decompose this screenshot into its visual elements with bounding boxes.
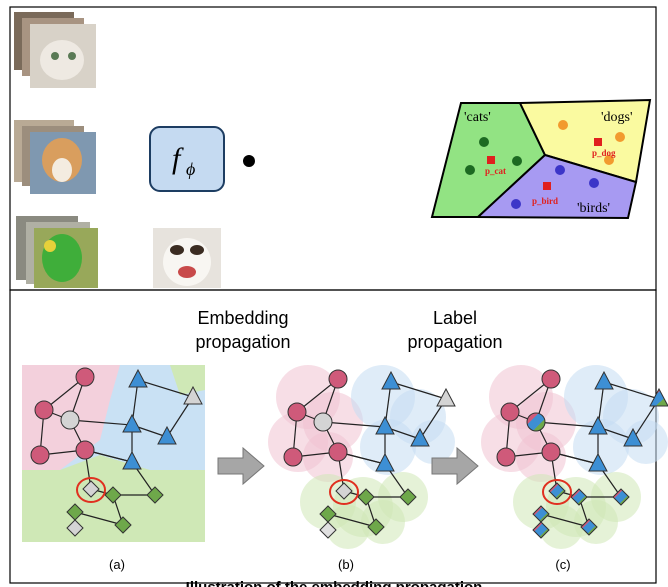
node xyxy=(30,445,50,465)
node xyxy=(375,415,395,435)
node xyxy=(157,425,177,445)
bird-points xyxy=(511,165,599,209)
node xyxy=(541,369,561,389)
node xyxy=(328,369,348,389)
edge xyxy=(535,421,599,428)
region-label: 'cats' xyxy=(464,110,491,125)
bird-photos xyxy=(16,216,98,288)
node xyxy=(649,387,668,407)
cluster-blob xyxy=(411,420,455,464)
node xyxy=(436,387,456,407)
node xyxy=(313,412,333,432)
embedding-dot xyxy=(243,155,255,167)
query-highlight xyxy=(329,479,359,505)
node xyxy=(623,427,643,447)
node xyxy=(532,521,550,539)
node xyxy=(375,452,395,472)
node xyxy=(34,400,54,420)
arrow xyxy=(217,446,265,486)
node xyxy=(410,427,430,447)
cluster-blob xyxy=(574,500,618,544)
node xyxy=(287,402,307,422)
cat-photos xyxy=(14,12,96,88)
embedding-function-box xyxy=(149,126,225,192)
dog-points xyxy=(558,120,625,165)
graph-a xyxy=(30,367,203,537)
prototype-markers xyxy=(487,138,602,190)
node xyxy=(75,367,95,387)
node xyxy=(283,447,303,467)
cat-points xyxy=(465,137,522,175)
node xyxy=(122,450,142,470)
edge xyxy=(322,421,386,428)
query-highlight xyxy=(542,479,572,505)
node xyxy=(588,452,608,472)
node xyxy=(114,516,132,534)
node xyxy=(328,442,348,462)
prototype-label: p_cat xyxy=(485,166,506,176)
node xyxy=(122,413,142,433)
subfigure-label: (c) xyxy=(555,557,570,572)
query-dog-photo xyxy=(153,228,221,288)
node xyxy=(82,480,100,498)
edge xyxy=(74,511,124,526)
node xyxy=(367,518,385,536)
node xyxy=(541,442,561,462)
node xyxy=(580,518,598,536)
subfigure-label: (a) xyxy=(109,557,125,572)
edge xyxy=(137,379,194,398)
edge xyxy=(390,381,447,400)
caption: Illustration of the embedding propagatio… xyxy=(186,579,483,587)
edge xyxy=(603,381,660,400)
heading-line: Embedding propagation xyxy=(195,308,290,352)
subfigure-label: (b) xyxy=(338,557,354,572)
dog-photos xyxy=(14,120,96,194)
query-highlight xyxy=(76,477,106,503)
cluster-blob xyxy=(361,500,405,544)
node xyxy=(548,482,566,500)
node xyxy=(335,482,353,500)
node xyxy=(399,488,417,506)
node xyxy=(357,488,375,506)
node xyxy=(381,370,401,390)
prototype-label: p_bird xyxy=(532,196,558,206)
node xyxy=(500,402,520,422)
node xyxy=(570,488,588,506)
node xyxy=(104,486,122,504)
cluster-blob xyxy=(624,420,668,464)
node xyxy=(594,370,614,390)
node xyxy=(60,410,80,430)
node xyxy=(588,415,608,435)
heading-line: Label propagation xyxy=(407,308,502,352)
node xyxy=(612,488,630,506)
node xyxy=(66,519,84,537)
region-label: 'dogs' xyxy=(601,110,633,125)
node xyxy=(319,521,337,539)
node xyxy=(75,440,95,460)
node xyxy=(183,385,203,405)
node xyxy=(496,447,516,467)
prototype-label: p_dog xyxy=(592,148,616,158)
edge xyxy=(327,513,377,528)
node xyxy=(128,368,148,388)
node xyxy=(146,486,164,504)
node xyxy=(526,412,546,432)
graph-b xyxy=(268,365,456,549)
function-subscript: ϕ xyxy=(186,159,195,179)
edge xyxy=(69,419,133,426)
graph-c xyxy=(481,365,668,549)
region-label: 'birds' xyxy=(577,201,610,216)
edge xyxy=(540,513,590,528)
arrow xyxy=(431,446,479,486)
